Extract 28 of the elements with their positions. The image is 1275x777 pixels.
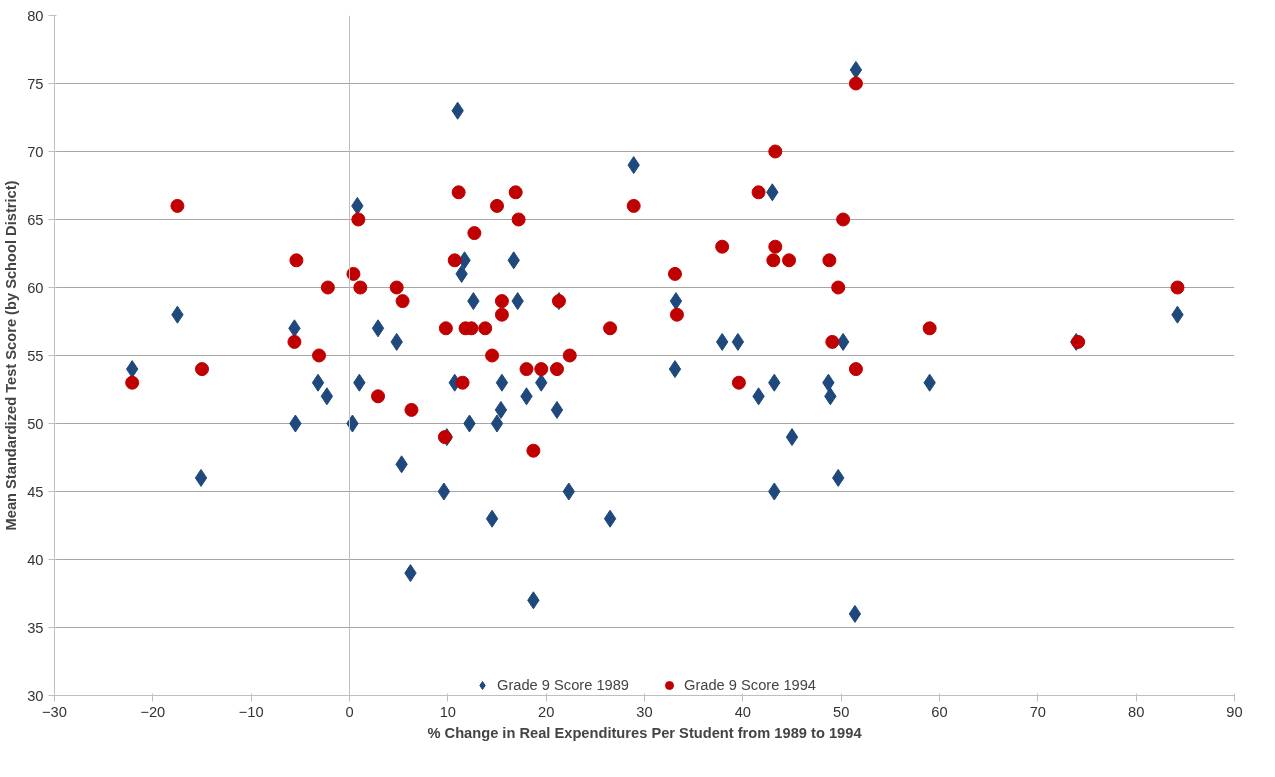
x-tick-label: −30 [42, 703, 67, 720]
y-tick-label: 35 [27, 619, 44, 636]
y-tick-label: 60 [27, 279, 44, 296]
x-tick-label: 20 [538, 703, 555, 720]
x-tick-label: 80 [1128, 703, 1145, 720]
legend-label: Grade 9 Score 1989 [497, 677, 629, 693]
y-tick-label: 40 [27, 551, 44, 568]
x-tick-label: 60 [931, 703, 948, 720]
x-tick-label: 30 [636, 703, 653, 720]
x-tick-label: 10 [439, 703, 456, 720]
y-tick-label: 30 [27, 687, 44, 704]
x-tick-label: 70 [1029, 703, 1046, 720]
y-axis-title: Mean Standardized Test Score (by School District) [3, 180, 20, 531]
y-tick-label: 50 [27, 415, 44, 432]
y-tick-label: 55 [27, 347, 44, 364]
x-tick-label: −10 [238, 703, 264, 720]
legend-label: Grade 9 Score 1994 [684, 677, 816, 693]
y-tick-label: 45 [27, 483, 44, 500]
x-tick-label: 90 [1226, 703, 1243, 720]
x-tick-label: 0 [345, 703, 354, 720]
y-tick-label: 75 [27, 75, 44, 92]
x-axis-title: % Change in Real Expenditures Per Student from 1989 to 1994 [427, 724, 863, 741]
y-tick-label: 80 [27, 7, 44, 24]
x-tick-label: 40 [734, 703, 751, 720]
x-tick-label: −20 [140, 703, 166, 720]
y-tick-label: 65 [27, 211, 44, 228]
x-tick-label: 50 [833, 703, 850, 720]
y-tick-label: 70 [27, 143, 44, 160]
